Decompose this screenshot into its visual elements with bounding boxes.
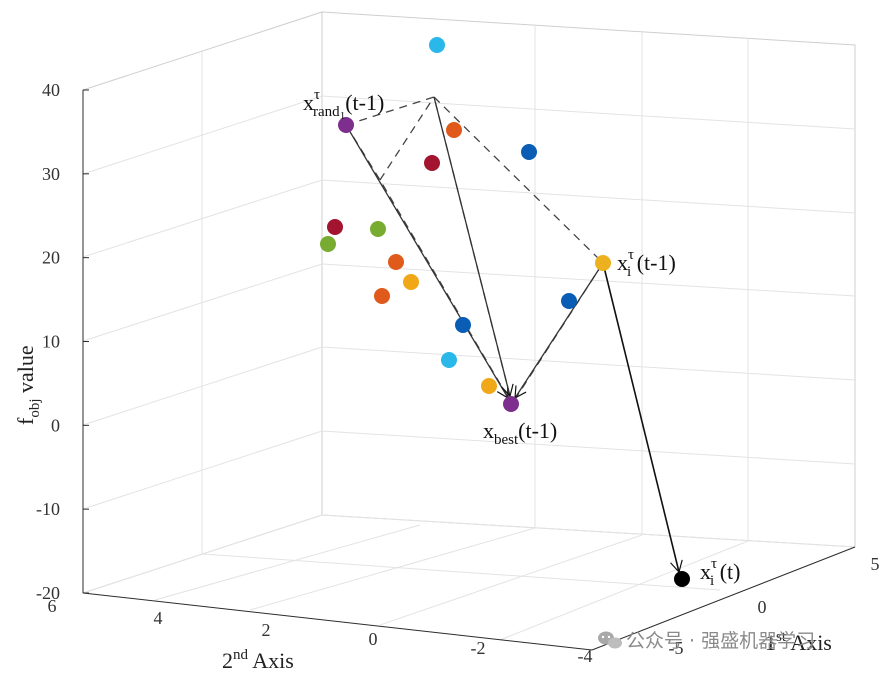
second-axis-label: 2nd Axis [222,647,294,673]
first-axis-label-sup: st [776,629,787,645]
second-axis-label-rest: Axis [248,648,294,673]
annotation-x-i-new: xτ i (t) [700,556,740,589]
scatter-point [481,378,497,394]
scatter-point [446,122,462,138]
annotation-x-best: xbest(t-1) [483,418,557,448]
scatter-point [370,221,386,237]
ann-xinew-sup: τ [711,556,717,572]
second-axis-tick-label: 6 [48,596,57,616]
annotations: xτ rand1(t-1) xτ i (t-1) xbest(t-1) xτ i (t… [303,87,740,589]
arrow-xi-to-best [514,262,604,400]
second-axis-tick-label: -2 [471,638,486,658]
scatter-point [441,352,457,368]
z-axis-label: fobj value [13,345,43,425]
watermark: 公众号 · 强盛机器学习 [598,630,815,652]
first-axis-tick-labels: -5 0 5 [669,554,880,658]
scatter-point-x-i [595,255,611,271]
second-axis-tick-label: 2 [262,620,271,640]
z-tick-label: 10 [42,332,60,352]
ann-best-base: x [483,418,494,443]
ann-rand1-base: x [303,90,314,115]
z-tick-label: 0 [51,415,60,435]
scatter-point [424,155,440,171]
arrow-apex-to-best [433,96,514,398]
first-axis-label-base: 1 [765,630,776,655]
ann-xi-sub: i [627,264,631,280]
scatter-point-x-i-new [674,571,690,587]
z-axis-label-base: f [13,417,38,425]
first-axis-tick-label: 5 [871,554,880,574]
annotation-x-i-prev: xτ i (t-1) [617,247,676,280]
ann-best-rest: (t-1) [518,418,557,443]
second-axis-tick-label: -4 [578,646,593,666]
arrow-xi-to-new [602,262,683,574]
scatter-point [327,219,343,235]
scatter-point-x-rand1 [338,117,354,133]
scatter-point-x-best [503,396,519,412]
z-axis-label-sub: obj [27,399,43,418]
wechat-icon [598,631,622,649]
ann-rand1-subsub: 1 [340,110,346,122]
watermark-text: 公众号 · 强盛机器学习 [626,630,815,652]
z-tick-labels: 40 30 20 10 0 -10 -20 [36,80,89,603]
z-tick-label: 30 [42,164,60,184]
scatter-point [521,144,537,160]
ann-xi-base: x [617,250,628,275]
back-wall-grid [82,11,856,641]
ann-xinew-base: x [700,559,711,584]
scatter-point [429,37,445,53]
ann-rand1-rest: (t-1) [345,90,384,115]
ann-xi-sup: τ [628,247,634,263]
scatter-point [374,288,390,304]
second-axis-tick-labels: 6 4 2 0 -2 -4 [48,596,593,666]
arrows [345,96,683,574]
z-tick-label: -10 [36,499,60,519]
first-axis-label-rest: Axis [786,630,832,655]
z-axis-label-rest: value [13,345,38,398]
ann-rand1-sub: rand [313,104,340,120]
second-axis-tick-label: 0 [369,629,378,649]
ann-xi-rest: (t-1) [631,250,676,275]
dashed-construction [345,96,604,405]
data-points [320,37,690,587]
first-axis-tick-label: -5 [669,638,684,658]
scatter-point [561,293,577,309]
first-axis-tick-label: 0 [758,597,767,617]
ann-rand1-sup: τ [314,87,320,103]
second-axis-label-base: 2 [222,648,233,673]
scatter-point [388,254,404,270]
ann-xinew-rest: (t) [714,559,740,584]
scatter-point [403,274,419,290]
second-axis-label-sup: nd [233,647,249,663]
annotation-x-rand1: xτ rand1(t-1) [303,87,384,122]
first-axis-label: 1st Axis [765,629,832,655]
ann-best-sub: best [494,432,519,448]
arrow-rand-to-best [345,124,509,400]
scatter-point [455,317,471,333]
scatter-point [320,236,336,252]
ann-xinew-sub: i [710,573,714,589]
second-axis-tick-label: 4 [154,608,163,628]
z-tick-label: -20 [36,583,60,603]
z-tick-label: 40 [42,80,60,100]
z-tick-label: 20 [42,248,60,268]
